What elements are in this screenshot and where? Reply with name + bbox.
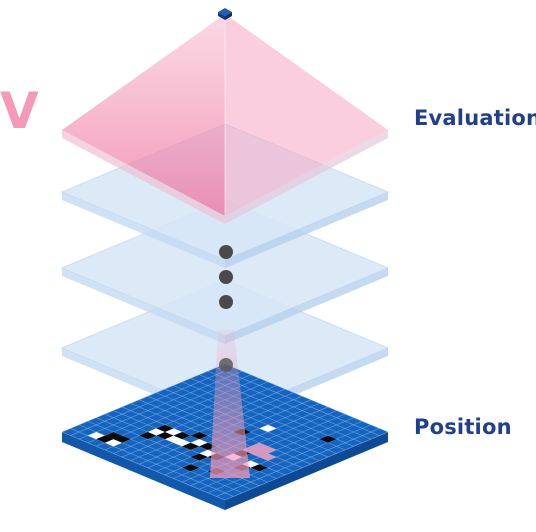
board-grid-line bbox=[61, 363, 226, 433]
black-stone bbox=[319, 435, 337, 443]
black-stone bbox=[199, 442, 217, 450]
board-grid-line bbox=[113, 385, 277, 454]
board-grid-line bbox=[164, 388, 329, 458]
white-stone bbox=[190, 439, 208, 447]
black-stone bbox=[173, 432, 191, 440]
board-right-edge bbox=[225, 432, 388, 510]
position-label: Position bbox=[414, 415, 512, 439]
highlighted-cell bbox=[259, 446, 277, 454]
evaluation-label: Evaluation bbox=[414, 106, 536, 130]
white-stone bbox=[104, 439, 123, 447]
black-stone bbox=[96, 435, 114, 443]
white-stone bbox=[147, 428, 165, 436]
highlighted-cell bbox=[259, 453, 277, 461]
output-cube-side bbox=[218, 12, 225, 20]
black-stone bbox=[182, 442, 200, 450]
board-grid-line bbox=[121, 388, 286, 458]
pyramid-right-face bbox=[225, 14, 388, 216]
ellipsis-dot bbox=[219, 270, 233, 284]
board-grid-line bbox=[121, 406, 286, 476]
black-stone bbox=[104, 432, 123, 440]
board-grid-line bbox=[216, 367, 380, 436]
white-stone bbox=[164, 435, 183, 443]
ellipsis-dot bbox=[219, 245, 233, 259]
beam-core-dot bbox=[219, 358, 233, 372]
board-grid-line bbox=[224, 431, 389, 501]
white-stone bbox=[173, 439, 191, 447]
board-grid-line bbox=[61, 431, 226, 501]
white-stone bbox=[259, 424, 277, 432]
board-grid-line bbox=[130, 392, 294, 461]
board-grid-line bbox=[181, 381, 346, 451]
board-grid-line bbox=[70, 428, 234, 497]
pyramid-base-left bbox=[62, 130, 225, 224]
board-grid-line bbox=[164, 406, 329, 476]
white-stone bbox=[199, 449, 217, 458]
pyramid-base-right bbox=[225, 130, 388, 224]
black-stone bbox=[139, 432, 157, 440]
pyramid-left-face bbox=[62, 14, 225, 216]
ellipsis-dots bbox=[219, 245, 233, 309]
white-stone bbox=[87, 432, 105, 440]
white-stone bbox=[164, 428, 183, 436]
ellipsis-dot bbox=[219, 295, 233, 309]
highlighted-cell bbox=[250, 449, 268, 458]
value-symbol: V bbox=[0, 82, 39, 140]
highlighted-cell bbox=[250, 442, 268, 450]
black-stone bbox=[250, 464, 268, 472]
output-cube-side bbox=[225, 12, 232, 20]
board-grid-line bbox=[207, 424, 371, 494]
board-grid-line bbox=[224, 363, 389, 433]
board-grid-line bbox=[70, 367, 234, 436]
black-stone bbox=[190, 432, 208, 440]
board-left-edge bbox=[62, 432, 225, 510]
black-stone bbox=[113, 435, 131, 443]
board-grid-line bbox=[79, 370, 243, 440]
black-stone bbox=[156, 432, 174, 440]
black-stone bbox=[156, 424, 174, 432]
board-grid-line bbox=[173, 385, 337, 454]
black-stone bbox=[182, 464, 200, 472]
value-pyramid bbox=[62, 8, 388, 224]
board-grid-line bbox=[216, 428, 380, 497]
black-stone bbox=[190, 453, 208, 461]
board-grid-line bbox=[173, 410, 337, 479]
